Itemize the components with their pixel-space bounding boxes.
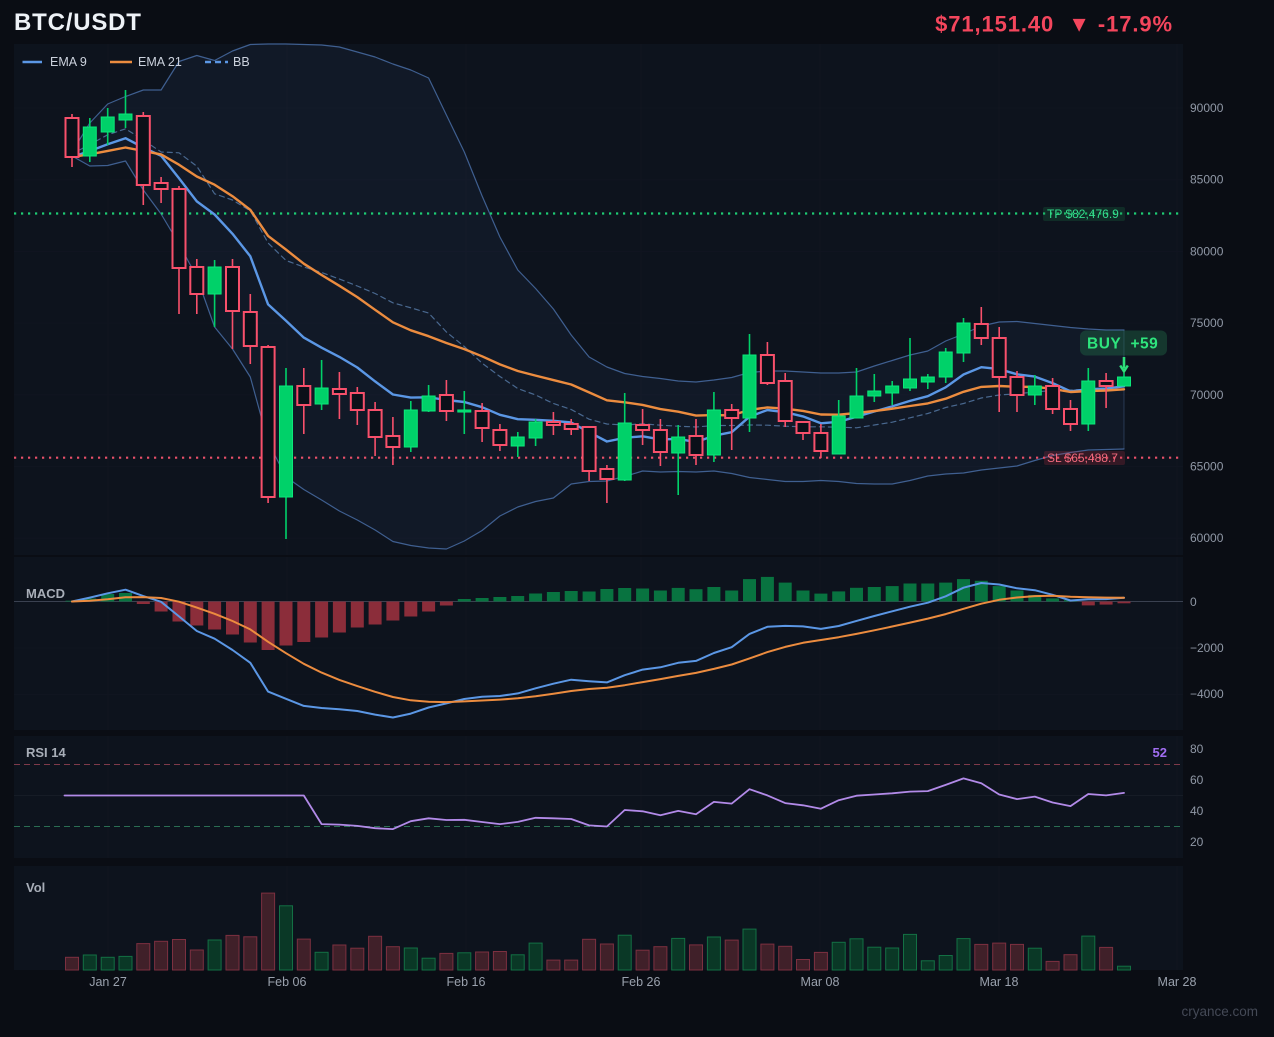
svg-text:Feb 26: Feb 26: [622, 975, 661, 989]
svg-text:−2000: −2000: [1190, 641, 1224, 655]
svg-text:BB: BB: [233, 55, 250, 69]
svg-text:Jan 27: Jan 27: [89, 975, 127, 989]
svg-text:0: 0: [1190, 595, 1197, 609]
svg-text:BUY: BUY: [1087, 336, 1121, 353]
svg-text:−4000: −4000: [1190, 687, 1224, 701]
svg-text:80000: 80000: [1190, 244, 1224, 258]
svg-text:52: 52: [1153, 745, 1167, 760]
svg-text:75000: 75000: [1190, 316, 1224, 330]
svg-text:Mar 18: Mar 18: [980, 975, 1019, 989]
svg-text:90000: 90000: [1190, 101, 1224, 115]
svg-text:80: 80: [1190, 742, 1204, 756]
svg-text:Mar 28: Mar 28: [1158, 975, 1197, 989]
svg-text:65000: 65000: [1190, 460, 1224, 474]
svg-text:20: 20: [1190, 835, 1204, 849]
svg-text:70000: 70000: [1190, 388, 1224, 402]
svg-text:TP $82,476.9: TP $82,476.9: [1047, 207, 1119, 221]
svg-text:MACD: MACD: [26, 586, 65, 601]
svg-text:SL $65,488.7: SL $65,488.7: [1047, 451, 1118, 465]
svg-text:cryance.com: cryance.com: [1181, 1004, 1258, 1019]
svg-text:$71,151.40 ▼ -17.9%: $71,151.40 ▼ -17.9%: [935, 12, 1173, 37]
svg-text:60000: 60000: [1190, 531, 1224, 545]
svg-text:RSI 14: RSI 14: [26, 745, 67, 760]
svg-text:EMA 21: EMA 21: [138, 55, 182, 69]
svg-text:EMA 9: EMA 9: [50, 55, 87, 69]
svg-text:40: 40: [1190, 804, 1204, 818]
svg-text:Feb 16: Feb 16: [447, 975, 486, 989]
svg-text:Mar 08: Mar 08: [801, 975, 840, 989]
svg-text:60: 60: [1190, 773, 1204, 787]
svg-text:Feb 06: Feb 06: [268, 975, 307, 989]
svg-text:+59: +59: [1131, 336, 1159, 353]
svg-text:BTC/USDT: BTC/USDT: [14, 9, 142, 36]
svg-text:85000: 85000: [1190, 173, 1224, 187]
svg-text:Vol: Vol: [26, 880, 45, 895]
